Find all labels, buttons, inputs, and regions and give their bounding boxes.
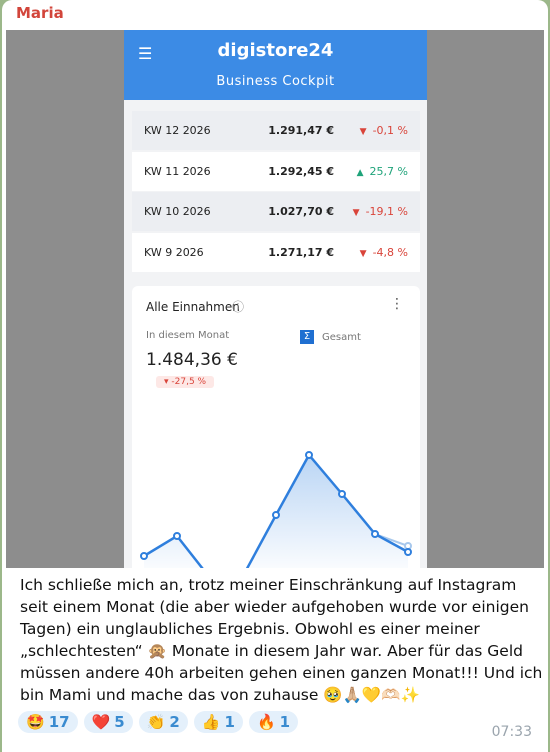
menu-icon: ☰ <box>138 44 153 63</box>
chart-points <box>140 451 412 560</box>
reaction-emoji: 🔥 <box>256 713 276 731</box>
week-amount: 1.292,45 € <box>268 164 334 178</box>
total-change: ▾ -27,5 % <box>156 376 215 388</box>
trend-arrow: ▼ <box>359 248 367 259</box>
message-line: seit einem Monat (die aber wieder aufgeh… <box>20 598 529 616</box>
message-line: müssen andere 40h arbeiten gehen einen g… <box>20 664 543 682</box>
week-row: KW 12 2026 1.291,47 € ▼ -0,1 % <box>132 111 420 150</box>
change-text: 25,7 % <box>369 164 408 178</box>
app-header: ☰ digistore24 Business Cockpit <box>124 30 427 100</box>
reaction-count: 1 <box>279 713 291 731</box>
week-change: ▲ 25,7 % <box>357 165 408 178</box>
reactions: 🤩 17 ❤️ 5 👏 2 👍 1 🔥 1 <box>18 711 304 733</box>
week-change: ▼ -4,8 % <box>360 246 408 259</box>
info-icon: ⓘ <box>232 300 245 314</box>
reaction[interactable]: 👏 2 <box>138 711 188 733</box>
change-text: -19,1 % <box>365 205 408 218</box>
change-text: -4,8 % <box>372 245 408 259</box>
legend: Gesamt <box>322 332 361 343</box>
message-line: bin Mami und mache das von zuhause 🥹🙏🏼💛🫶… <box>20 686 420 704</box>
change-text: -0,1 % <box>372 124 408 137</box>
reaction-count: 1 <box>224 713 235 731</box>
week-change: ▼ -0,1 % <box>360 124 408 137</box>
week-amount: 1.291,47 € <box>268 124 334 137</box>
legend-icon: Σ <box>300 330 314 344</box>
week-row: KW 11 2026 1.292,45 € ▲ 25,7 % <box>132 151 420 191</box>
total: 1.484,36 € <box>146 350 238 370</box>
week-row: KW 9 2026 1.271,17 € ▼ -4,8 % <box>132 232 420 272</box>
week-amount: 1.027,70 € <box>268 205 334 218</box>
brand: digistore24 <box>217 40 334 61</box>
week-label: KW 10 2026 <box>144 205 211 218</box>
reaction-emoji: 🤩 <box>26 713 45 731</box>
reaction[interactable]: ❤️ 5 <box>83 711 133 733</box>
subtitle: Business Cockpit <box>216 74 335 89</box>
message-line: Ich schließe mich an, trotz meiner Einsc… <box>20 576 517 594</box>
reaction-count: 2 <box>169 713 180 731</box>
reaction[interactable]: 👍 1 <box>193 711 243 733</box>
trend-arrow: ▲ <box>356 167 364 178</box>
trend-arrow: ▼ <box>359 127 367 137</box>
reaction-count: 5 <box>114 713 125 731</box>
period: In diesem Monat <box>146 330 230 341</box>
income-chart <box>140 451 412 568</box>
reaction[interactable]: 🔥 1 <box>248 711 299 733</box>
message-line: Tagen) ein unglaubliches Ergebnis. Obwoh… <box>20 620 480 638</box>
card-title: Alle Einnahmen <box>146 300 240 314</box>
trend-arrow: ▼ <box>352 208 360 218</box>
reaction-emoji: ❤️ <box>91 713 111 731</box>
sender-name[interactable]: Maria <box>16 4 64 22</box>
week-row: KW 10 2026 1.027,70 € ▼ -19,1 % <box>132 192 420 231</box>
reaction-count: 17 <box>48 713 70 731</box>
total-change-text: -27,5 % <box>171 377 207 387</box>
reaction[interactable]: 🤩 17 <box>18 711 78 733</box>
photo[interactable]: ☰ digistore24 Business Cockpit KW 12 202… <box>6 30 544 568</box>
reaction-emoji: 👏 <box>146 713 166 731</box>
message-text: Ich schließe mich an, trotz meiner Einsc… <box>20 574 542 706</box>
reaction-emoji: 👍 <box>201 713 221 731</box>
week-change: ▼ -19,1 % <box>353 205 408 218</box>
app-screenshot: ☰ digistore24 Business Cockpit KW 12 202… <box>124 30 427 568</box>
timestamp: 07:33 <box>491 724 532 740</box>
week-label: KW 11 2026 <box>144 164 211 178</box>
more-icon: ⋮ <box>390 296 404 312</box>
chart-area <box>144 455 408 568</box>
week-label: KW 12 2026 <box>144 124 211 137</box>
week-label: KW 9 2026 <box>144 245 204 259</box>
income-card: Alle Einnahmen ⓘ ⋮ In diesem Monat Σ Ges… <box>132 286 420 568</box>
week-amount: 1.271,17 € <box>268 245 334 259</box>
message-line: „schlechtesten“ 🙊 Monate in diesem Jahr … <box>20 642 523 660</box>
